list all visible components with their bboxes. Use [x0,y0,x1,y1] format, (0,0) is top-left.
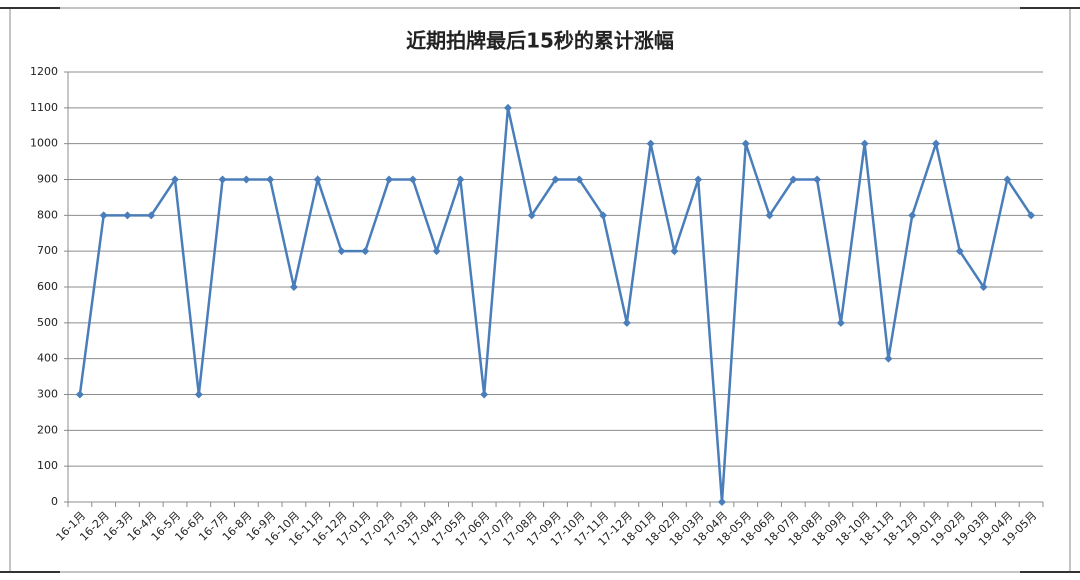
y-tick-label: 700 [37,244,58,257]
data-point [1003,175,1012,184]
data-point [955,247,964,256]
data-point [456,175,465,184]
data-point [931,139,940,148]
data-point [289,283,298,291]
data-point [266,175,275,184]
data-point [194,390,203,399]
y-tick-label: 900 [37,173,58,186]
y-tick-label: 1200 [30,65,58,78]
data-point [503,103,512,112]
data-point [789,175,798,184]
y-tick-label: 0 [51,495,58,508]
data-point [313,175,322,184]
y-tick-label: 1000 [30,137,58,150]
y-tick-label: 1100 [30,101,58,114]
data-point [385,175,394,184]
data-point [99,211,108,220]
data-point [741,139,750,148]
data-point [860,139,869,148]
y-tick-label: 500 [37,316,58,329]
data-point [408,175,417,184]
data-point [171,175,180,184]
data-point [551,175,560,184]
data-point [717,498,726,506]
data-point [813,175,822,184]
data-point [1027,211,1036,220]
y-tick-label: 600 [37,280,58,293]
data-point [527,211,536,220]
data-point [337,247,346,256]
chart-frame [9,7,1071,573]
data-point [979,283,988,291]
y-tick-label: 800 [37,208,58,221]
data-point [147,211,156,220]
data-point [622,318,631,327]
data-point [123,211,132,220]
data-point [908,211,917,220]
data-point [694,175,703,184]
data-point [432,247,441,256]
data-point [575,175,584,184]
y-tick-label: 200 [37,423,58,436]
y-tick-label: 400 [37,352,58,365]
data-point [242,175,251,184]
chart-title: 近期拍牌最后15秒的累计涨幅 [406,29,674,53]
data-point [646,139,655,148]
data-point [361,247,370,256]
data-point [480,390,489,399]
data-point [599,211,608,220]
y-tick-label: 100 [37,459,58,472]
data-point [836,318,845,327]
data-point [765,211,774,220]
data-point [670,247,679,256]
data-point [218,175,227,184]
data-point [884,354,893,363]
data-point [75,390,84,399]
y-tick-label: 300 [37,388,58,401]
